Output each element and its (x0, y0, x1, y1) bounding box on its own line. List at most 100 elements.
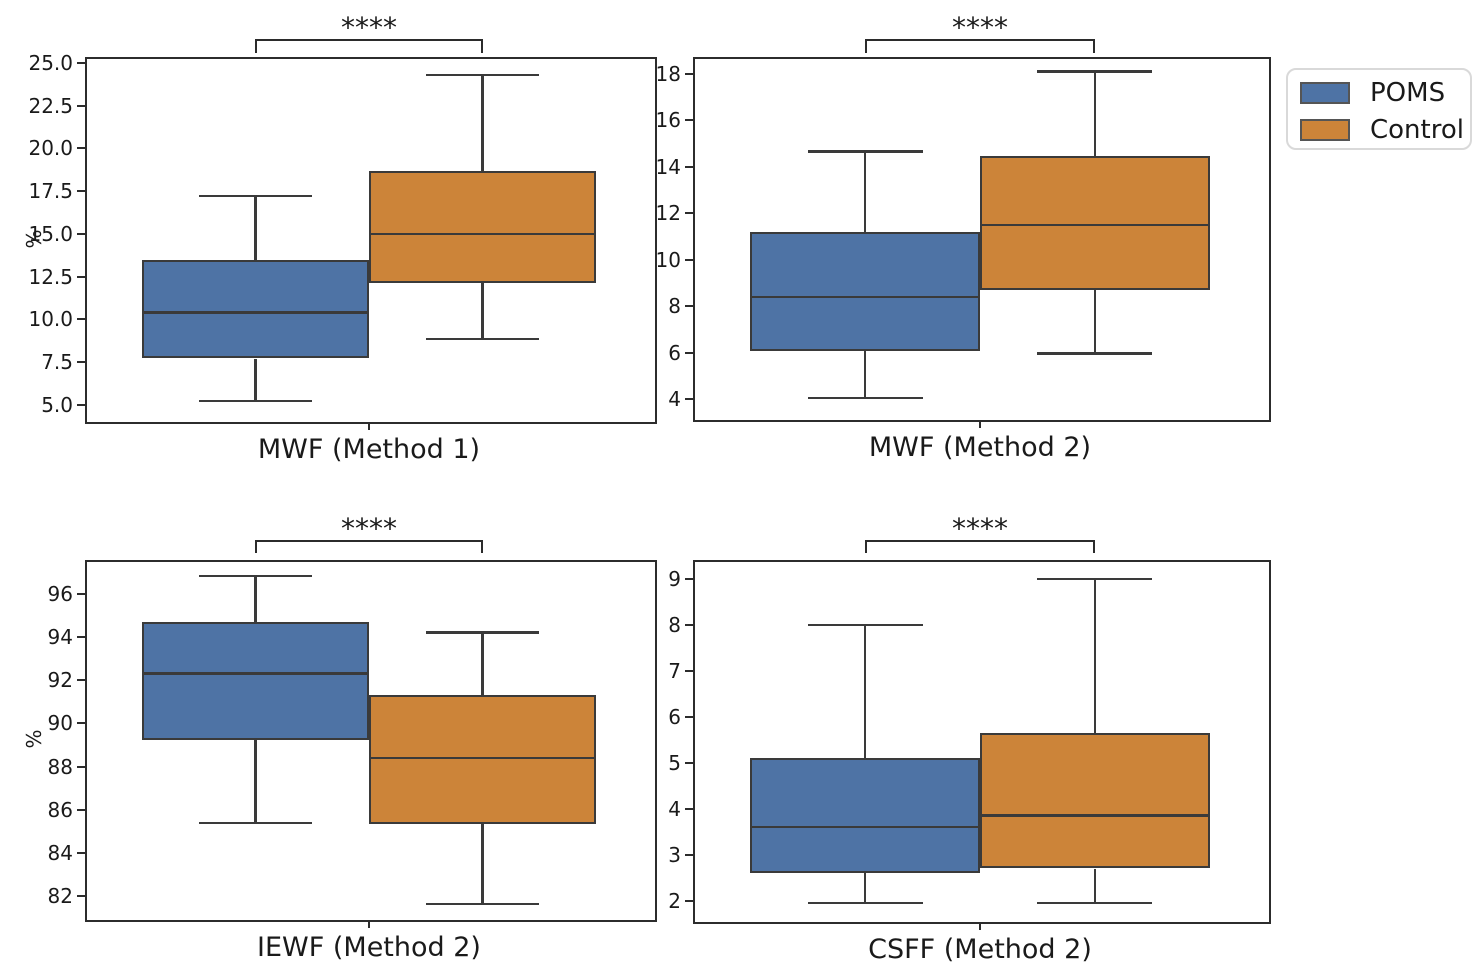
median-line-control (369, 232, 597, 236)
whisker-lower-poms (254, 739, 257, 823)
whisker-lower-poms (863, 873, 867, 903)
y-tick-mark (77, 679, 85, 682)
whisker-upper-control (481, 74, 484, 172)
whisker-lower-control (1093, 289, 1097, 354)
whisker-upper-control (481, 632, 484, 696)
box-poms (750, 758, 980, 874)
y-tick-mark (77, 722, 85, 725)
whisker-cap-upper-poms (807, 150, 923, 153)
significance-bracket-right-tick (480, 39, 483, 53)
legend-label-poms: POMS (1370, 78, 1446, 108)
y-tick-label: 90 (47, 711, 73, 736)
significance-bracket-left-tick (255, 540, 258, 553)
box-control (980, 732, 1210, 869)
y-tick-mark (77, 635, 85, 638)
y-tick-mark (77, 275, 85, 278)
y-tick-mark (685, 72, 693, 75)
whisker-cap-lower-control (425, 337, 540, 341)
significance-bracket-right-tick (1092, 39, 1095, 53)
x-tick-mark (979, 420, 981, 428)
y-tick-mark (685, 899, 693, 902)
x-tick-mark (368, 422, 370, 430)
y-tick-label: 10 (655, 247, 681, 272)
y-tick-label: 5.0 (41, 392, 73, 417)
box-control (369, 171, 597, 284)
y-tick-label: 15.0 (28, 221, 73, 246)
significance-bracket-right-tick (480, 540, 483, 553)
median-line-poms (750, 295, 980, 299)
y-tick-label: 96 (47, 581, 73, 606)
significance-stars: **** (341, 512, 397, 545)
y-tick-label: 3 (668, 842, 681, 867)
whisker-lower-poms (254, 358, 257, 402)
y-tick-label: 6 (668, 704, 681, 729)
y-tick-label: 7 (668, 658, 681, 683)
whisker-cap-lower-poms (807, 396, 923, 400)
whisker-cap-upper-control (1037, 577, 1153, 581)
significance-bracket (255, 540, 483, 542)
y-tick-label: 5 (668, 750, 681, 775)
y-tick-label: 4 (668, 796, 681, 821)
whisker-lower-control (481, 283, 484, 339)
whisker-cap-upper-poms (198, 194, 313, 198)
y-tick-label: 16 (655, 108, 681, 133)
whisker-upper-poms (254, 576, 257, 622)
y-tick-label: 88 (47, 754, 73, 779)
y-tick-mark (685, 397, 693, 400)
y-tick-label: 22.5 (28, 93, 73, 118)
significance-bracket-left-tick (865, 39, 868, 53)
whisker-cap-upper-control (1037, 70, 1153, 73)
box-poms (141, 621, 369, 740)
y-tick-label: 12 (655, 201, 681, 226)
whisker-cap-upper-poms (807, 623, 923, 627)
y-tick-mark (685, 351, 693, 354)
whisker-cap-lower-poms (807, 901, 923, 905)
x-axis-label-mwf-method-1: MWF (Method 1) (257, 434, 481, 465)
whisker-cap-lower-control (1037, 901, 1153, 905)
y-tick-mark (77, 403, 85, 406)
y-tick-mark (685, 715, 693, 718)
whisker-cap-lower-poms (198, 399, 313, 403)
y-tick-mark (685, 761, 693, 764)
whisker-cap-upper-poms (198, 574, 313, 578)
y-tick-mark (77, 592, 85, 595)
y-tick-label: 20.0 (28, 136, 73, 161)
y-tick-label: 10.0 (28, 307, 73, 332)
whisker-cap-lower-poms (198, 821, 313, 825)
y-axis-label-percent: % (22, 229, 46, 249)
y-tick-mark (685, 165, 693, 168)
y-tick-label: 8 (668, 612, 681, 637)
legend-item-poms: POMS (1300, 80, 1445, 106)
y-axis-label-percent: % (22, 729, 46, 749)
y-tick-mark (77, 318, 85, 321)
y-tick-mark (77, 147, 85, 150)
whisker-upper-poms (863, 624, 867, 759)
median-line-control (369, 756, 597, 760)
y-tick-label: 92 (47, 668, 73, 693)
significance-bracket-right-tick (1092, 540, 1095, 553)
x-axis-label-mwf-method-2: MWF (Method 2) (868, 432, 1092, 463)
y-tick-mark (685, 119, 693, 122)
whisker-upper-control (1093, 578, 1097, 733)
y-tick-label: 18 (655, 61, 681, 86)
median-line-poms (141, 672, 369, 675)
y-tick-mark (685, 807, 693, 810)
x-axis-label-iewf-method-2: IEWF (Method 2) (257, 932, 481, 963)
y-tick-mark (685, 258, 693, 261)
box-control (980, 156, 1210, 290)
median-line-control (980, 814, 1210, 817)
x-tick-mark (979, 922, 981, 930)
y-tick-label: 2 (668, 888, 681, 913)
y-tick-mark (77, 895, 85, 898)
legend-item-control: Control (1300, 117, 1464, 143)
y-tick-label: 25.0 (28, 50, 73, 75)
x-tick-mark (368, 920, 370, 928)
significance-bracket-left-tick (255, 39, 258, 53)
y-tick-mark (685, 853, 693, 856)
median-line-poms (750, 825, 980, 829)
y-tick-label: 82 (47, 884, 73, 909)
y-tick-mark (77, 104, 85, 107)
whisker-cap-lower-control (425, 902, 540, 906)
significance-bracket-left-tick (865, 540, 868, 553)
